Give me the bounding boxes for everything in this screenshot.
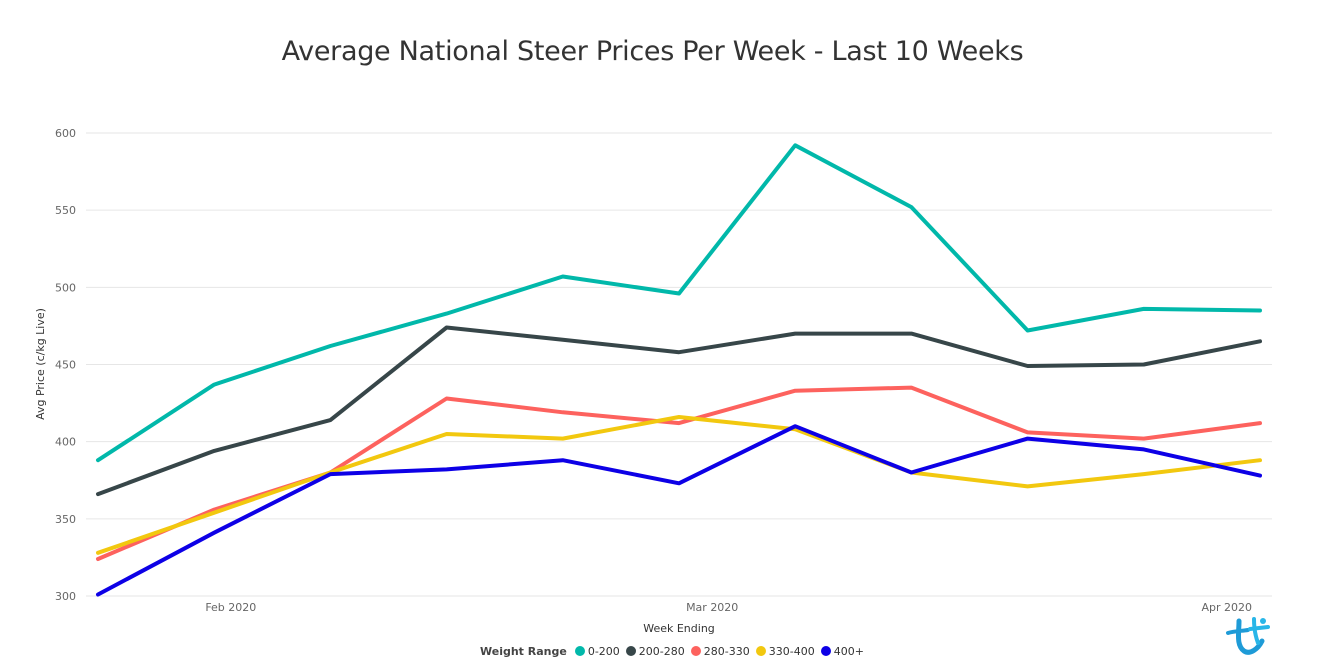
series-line-0-200 <box>96 143 1262 463</box>
legend-label: 280-330 <box>703 644 750 658</box>
x-axis-ticks: Feb 2020 Mar 2020 Apr 2020 <box>205 601 1252 614</box>
legend-label: 200-280 <box>638 644 685 658</box>
brand-logo-icon <box>1226 617 1270 655</box>
chart-title: Average National Steer Prices Per Week -… <box>281 36 1024 67</box>
gridlines <box>86 132 1272 597</box>
legend-item[interactable]: 280-330 <box>690 644 750 658</box>
legend-item[interactable]: 330-400 <box>755 644 815 658</box>
series-line-330-400 <box>96 415 1262 555</box>
y-tick-label: 300 <box>55 590 76 603</box>
legend-label: 330-400 <box>768 644 815 658</box>
y-tick-label: 400 <box>55 436 76 449</box>
legend-marker <box>820 646 831 656</box>
legend-item[interactable]: 0-200 <box>574 644 620 658</box>
x-axis-title: Week Ending <box>643 622 715 635</box>
series-lines <box>96 143 1262 597</box>
y-axis-ticks: 300 350 400 450 500 550 600 <box>55 127 76 603</box>
y-tick-label: 600 <box>55 127 76 140</box>
legend-marker <box>755 646 766 656</box>
legend-items: 0-200 200-280 280-330 330-400 400+ <box>574 644 870 658</box>
legend-label: 0-200 <box>587 644 620 658</box>
legend-marker <box>625 646 636 656</box>
legend-title: Weight Range <box>480 644 567 658</box>
legend-item[interactable]: 400+ <box>820 644 864 658</box>
legend-marker <box>690 646 701 656</box>
y-tick-label: 500 <box>55 281 76 294</box>
y-tick-label: 450 <box>55 359 76 372</box>
y-tick-label: 350 <box>55 513 76 526</box>
legend: Weight Range 0-200 200-280 280-330 330-400 4… <box>480 643 870 659</box>
legend-marker <box>574 646 585 656</box>
y-axis-title: Avg Price (c/kg Live) <box>34 308 47 420</box>
x-tick-label: Feb 2020 <box>205 601 256 614</box>
x-tick-label: Apr 2020 <box>1202 601 1253 614</box>
x-tick-label: Mar 2020 <box>686 601 738 614</box>
series-line-400+ <box>96 424 1262 597</box>
series-line-200-280 <box>96 325 1262 497</box>
legend-label: 400+ <box>833 644 864 658</box>
legend-item[interactable]: 200-280 <box>625 644 685 658</box>
y-tick-label: 550 <box>55 204 76 217</box>
series-line-280-330 <box>96 385 1262 561</box>
